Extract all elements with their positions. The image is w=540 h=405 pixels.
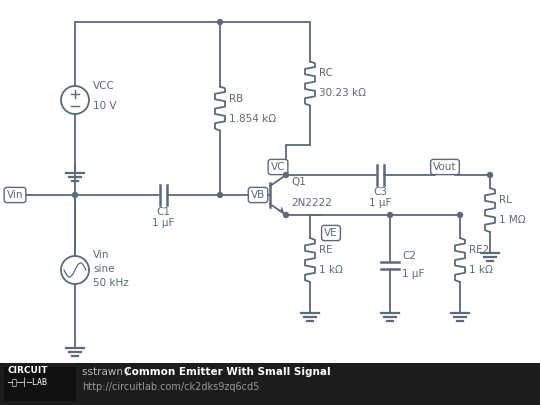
Text: 2N2222: 2N2222 (291, 198, 332, 208)
Text: 50 kHz: 50 kHz (93, 278, 129, 288)
Text: VC: VC (271, 162, 285, 172)
Text: CIRCUIT: CIRCUIT (7, 366, 48, 375)
Text: 1.854 kΩ: 1.854 kΩ (229, 113, 276, 124)
Bar (0, 363, 540, 405)
Text: http://circuitlab.com/ck2dks9zq6cd5: http://circuitlab.com/ck2dks9zq6cd5 (82, 382, 259, 392)
Text: VB: VB (251, 190, 265, 200)
Text: Vin: Vin (93, 250, 110, 260)
Text: RC: RC (319, 68, 333, 79)
Circle shape (218, 19, 222, 24)
Text: RL: RL (499, 195, 512, 205)
Text: 1 kΩ: 1 kΩ (319, 265, 343, 275)
Bar (4, 367, 76, 401)
Text: 1 kΩ: 1 kΩ (469, 265, 493, 275)
Text: 1 μF: 1 μF (402, 269, 424, 279)
Text: 30.23 kΩ: 30.23 kΩ (319, 89, 366, 98)
Text: Q1: Q1 (291, 177, 306, 187)
Text: 10 V: 10 V (93, 101, 117, 111)
Text: C3: C3 (373, 187, 387, 197)
Text: RB: RB (229, 94, 243, 104)
Text: Vin: Vin (6, 190, 23, 200)
Text: sine: sine (93, 264, 114, 274)
Text: C1: C1 (156, 207, 170, 217)
Circle shape (388, 213, 393, 217)
Text: sstrawn /: sstrawn / (82, 367, 133, 377)
Text: 1 μF: 1 μF (369, 198, 391, 208)
Circle shape (284, 173, 288, 177)
Text: C2: C2 (402, 251, 416, 261)
Text: 1 μF: 1 μF (152, 218, 174, 228)
Text: Vout: Vout (433, 162, 457, 172)
Circle shape (218, 192, 222, 198)
Circle shape (488, 173, 492, 177)
Text: RE: RE (319, 245, 333, 255)
Text: RE2: RE2 (469, 245, 489, 255)
Circle shape (284, 213, 288, 217)
Text: VCC: VCC (93, 81, 115, 91)
Text: Common Emitter With Small Signal: Common Emitter With Small Signal (124, 367, 330, 377)
Text: VE: VE (324, 228, 338, 238)
Circle shape (457, 213, 462, 217)
Circle shape (72, 192, 78, 198)
Text: ─∿─┤─LAB: ─∿─┤─LAB (7, 377, 47, 387)
Text: 1 MΩ: 1 MΩ (499, 215, 525, 225)
